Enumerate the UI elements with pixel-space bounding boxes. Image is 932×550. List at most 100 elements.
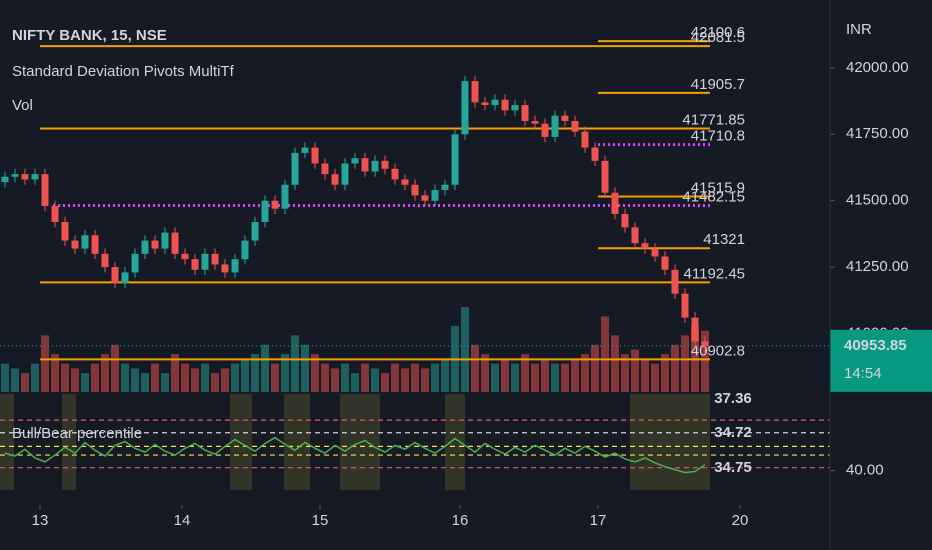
volume-bar: [441, 358, 449, 392]
candle-body: [501, 99, 509, 111]
candle-body: [281, 184, 289, 209]
candle-body: [91, 235, 99, 254]
volume-bar: [541, 358, 549, 392]
volume-bar: [591, 344, 599, 392]
volume-bar: [401, 368, 409, 392]
candle-body: [441, 184, 449, 191]
candle-body: [701, 341, 709, 346]
candle-body: [561, 115, 569, 121]
x-tick-label: 20: [732, 512, 749, 529]
volume-bar: [461, 307, 469, 392]
volume-bar: [191, 368, 199, 392]
volume-bar: [161, 373, 169, 392]
pivot-label: 41321: [703, 231, 745, 248]
volume-label: Vol: [12, 97, 33, 114]
shade: [230, 394, 252, 490]
volume-bar: [361, 363, 369, 392]
chart-title: NIFTY BANK, 15, NSE: [12, 27, 167, 44]
volume-bar: [651, 363, 659, 392]
currency: INR: [846, 21, 872, 38]
volume-bar: [251, 354, 259, 392]
pivot-label: 42081.5: [691, 29, 745, 46]
candle-body: [51, 206, 59, 222]
volume-bar: [261, 344, 269, 392]
volume-bar: [531, 363, 539, 392]
volume-bar: [71, 368, 79, 392]
volume-bar: [171, 354, 179, 392]
x-tick-label: 14: [174, 512, 191, 529]
indicator-name: Standard Deviation Pivots MultiTf: [12, 63, 235, 80]
pivot-label: 41482.15: [682, 188, 745, 205]
volume-bar: [521, 354, 529, 392]
candle-body: [301, 147, 309, 153]
pivot-label: 41905.7: [691, 76, 745, 93]
pivot-label: 41710.8: [691, 128, 745, 145]
volume-bar: [11, 368, 19, 392]
osc-readout: 37.36: [714, 390, 752, 407]
candle-body: [341, 163, 349, 185]
volume-bar: [301, 344, 309, 392]
candle-body: [481, 102, 489, 106]
shade: [0, 394, 14, 490]
candle-body: [351, 158, 359, 164]
osc-line: [4, 436, 706, 474]
candle-body: [251, 221, 259, 241]
candle-body: [521, 105, 529, 121]
candle-body: [241, 240, 249, 260]
candle-body: [631, 227, 639, 244]
candle-body: [361, 158, 369, 172]
pivot-label: 41192.45: [684, 265, 745, 282]
candle-body: [111, 267, 119, 284]
volume-bar: [181, 363, 189, 392]
candle-body: [461, 81, 469, 135]
candle-body: [161, 232, 169, 249]
candle-body: [471, 81, 479, 103]
candle-body: [601, 160, 609, 193]
pivot-label: 40902.8: [691, 342, 745, 359]
volume-bar: [41, 335, 49, 392]
osc-tick-label: 40.00: [846, 462, 884, 479]
candle-body: [311, 147, 319, 164]
volume-bar: [611, 335, 619, 392]
candle-body: [231, 259, 239, 273]
y-tick-label: 41750.00: [846, 125, 909, 142]
volume-bar: [551, 363, 559, 392]
y-tick-label: 42000.00: [846, 59, 909, 76]
volume-bar: [91, 363, 99, 392]
volume-bar: [281, 354, 289, 392]
volume-bar: [631, 349, 639, 392]
candle-body: [261, 200, 269, 222]
candle-body: [61, 221, 69, 241]
candle-body: [531, 120, 539, 124]
shade: [284, 394, 310, 490]
volume-bar: [201, 363, 209, 392]
volume-bar: [491, 363, 499, 392]
candle-body: [291, 152, 299, 185]
volume-bar: [371, 368, 379, 392]
oscillator-name: Bull/Bear percentile: [12, 425, 142, 442]
volume-bar: [511, 363, 519, 392]
volume-bar: [411, 363, 419, 392]
volume-bar: [31, 363, 39, 392]
candle-body: [191, 259, 199, 270]
volume-bar: [51, 354, 59, 392]
volume-bar: [381, 373, 389, 392]
candle-body: [671, 269, 679, 294]
candle-body: [511, 105, 519, 111]
candle-body: [171, 232, 179, 254]
candle-body: [391, 168, 399, 180]
candle-body: [151, 240, 159, 249]
volume-bar: [321, 363, 329, 392]
volume-bar: [131, 368, 139, 392]
volume-bar: [431, 363, 439, 392]
volume-bar: [121, 363, 129, 392]
candle-body: [651, 248, 659, 257]
volume-bar: [571, 358, 579, 392]
volume-bar: [141, 373, 149, 392]
candle-body: [691, 317, 699, 342]
candle-body: [451, 134, 459, 185]
candle-body: [211, 253, 219, 265]
candle-body: [371, 160, 379, 172]
y-tick-label: 41250.00: [846, 258, 909, 275]
